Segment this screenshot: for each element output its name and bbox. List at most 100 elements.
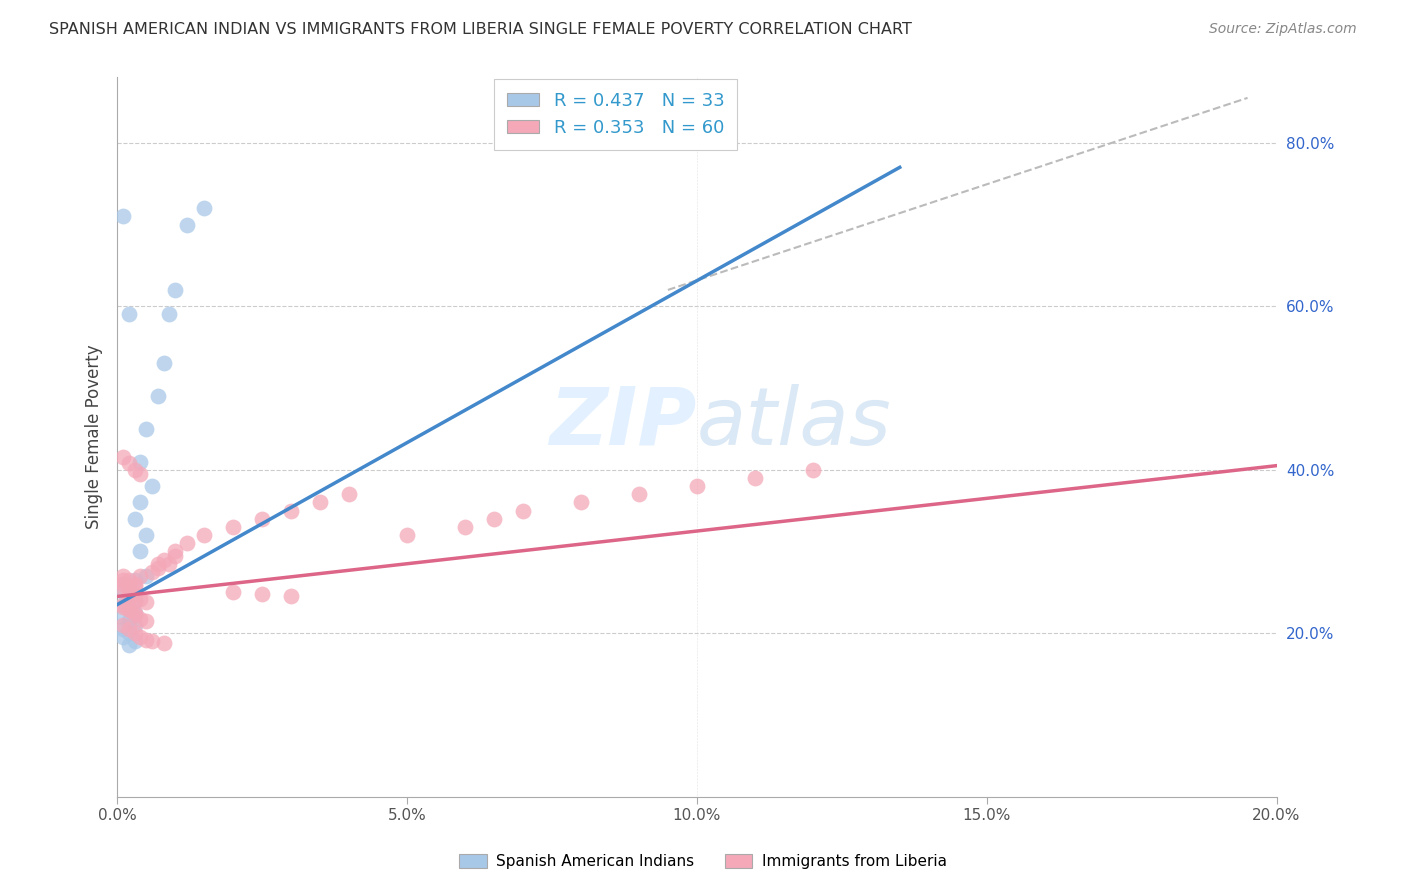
Point bbox=[157, 308, 180, 322]
Point bbox=[118, 456, 141, 470]
Point bbox=[337, 487, 360, 501]
Point bbox=[135, 422, 157, 436]
Point bbox=[124, 608, 146, 623]
Point bbox=[129, 454, 152, 468]
Point bbox=[129, 495, 152, 509]
Point bbox=[124, 593, 146, 607]
Point bbox=[193, 528, 215, 542]
Point bbox=[118, 590, 141, 604]
Point bbox=[135, 569, 157, 583]
Point bbox=[118, 581, 141, 595]
Point bbox=[135, 614, 157, 628]
Point bbox=[111, 585, 134, 599]
Legend: Spanish American Indians, Immigrants from Liberia: Spanish American Indians, Immigrants fro… bbox=[453, 848, 953, 875]
Point bbox=[512, 503, 534, 517]
Point bbox=[111, 598, 134, 612]
Point bbox=[146, 389, 169, 403]
Point bbox=[118, 601, 141, 615]
Point bbox=[118, 590, 141, 604]
Point bbox=[193, 201, 215, 215]
Point bbox=[124, 579, 146, 593]
Point bbox=[146, 561, 169, 575]
Point bbox=[124, 587, 146, 601]
Point bbox=[124, 463, 146, 477]
Point bbox=[124, 606, 146, 620]
Point bbox=[152, 552, 174, 566]
Point bbox=[111, 630, 134, 644]
Point bbox=[309, 495, 332, 509]
Point bbox=[129, 544, 152, 558]
Point bbox=[744, 471, 766, 485]
Point bbox=[141, 479, 163, 493]
Point bbox=[118, 614, 141, 628]
Point bbox=[111, 618, 134, 632]
Point bbox=[165, 549, 187, 563]
Point bbox=[152, 357, 174, 371]
Point bbox=[165, 544, 187, 558]
Point bbox=[129, 591, 152, 606]
Point bbox=[124, 573, 146, 587]
Point bbox=[569, 495, 592, 509]
Point bbox=[129, 630, 152, 644]
Point bbox=[118, 603, 141, 617]
Point bbox=[482, 512, 505, 526]
Point bbox=[118, 601, 141, 615]
Point bbox=[146, 557, 169, 571]
Point bbox=[118, 585, 141, 599]
Point bbox=[111, 610, 134, 624]
Point bbox=[280, 590, 302, 604]
Point bbox=[118, 639, 141, 653]
Point bbox=[801, 463, 824, 477]
Point bbox=[222, 585, 245, 599]
Point bbox=[111, 573, 134, 587]
Point bbox=[118, 626, 141, 640]
Point bbox=[111, 581, 134, 595]
Point bbox=[118, 573, 141, 587]
Point bbox=[111, 598, 134, 612]
Point bbox=[686, 479, 709, 493]
Point bbox=[118, 581, 141, 595]
Point bbox=[135, 632, 157, 647]
Point bbox=[111, 577, 134, 591]
Point bbox=[124, 626, 146, 640]
Point bbox=[135, 595, 157, 609]
Point bbox=[129, 611, 152, 625]
Point bbox=[280, 503, 302, 517]
Point bbox=[124, 606, 146, 620]
Point bbox=[454, 520, 477, 534]
Text: atlas: atlas bbox=[697, 384, 891, 462]
Point bbox=[111, 577, 134, 591]
Point bbox=[124, 634, 146, 648]
Text: SPANISH AMERICAN INDIAN VS IMMIGRANTS FROM LIBERIA SINGLE FEMALE POVERTY CORRELA: SPANISH AMERICAN INDIAN VS IMMIGRANTS FR… bbox=[49, 22, 912, 37]
Legend: R = 0.437   N = 33, R = 0.353   N = 60: R = 0.437 N = 33, R = 0.353 N = 60 bbox=[495, 79, 737, 150]
Point bbox=[165, 283, 187, 297]
Point bbox=[124, 593, 146, 607]
Point bbox=[129, 467, 152, 481]
Point bbox=[250, 587, 273, 601]
Point bbox=[176, 536, 198, 550]
Point bbox=[135, 528, 157, 542]
Point bbox=[118, 308, 141, 322]
Point bbox=[129, 569, 152, 583]
Point bbox=[111, 569, 134, 583]
Point bbox=[222, 520, 245, 534]
Point bbox=[111, 600, 134, 615]
Point bbox=[250, 512, 273, 526]
Point bbox=[627, 487, 650, 501]
Point bbox=[124, 618, 146, 632]
Text: Source: ZipAtlas.com: Source: ZipAtlas.com bbox=[1209, 22, 1357, 37]
Point bbox=[395, 528, 418, 542]
Point bbox=[176, 218, 198, 232]
Text: ZIP: ZIP bbox=[550, 384, 697, 462]
Point bbox=[118, 622, 141, 636]
Point bbox=[111, 210, 134, 224]
Point bbox=[141, 565, 163, 579]
Point bbox=[157, 557, 180, 571]
Point bbox=[124, 512, 146, 526]
Point bbox=[124, 577, 146, 591]
Point bbox=[152, 636, 174, 650]
Point bbox=[141, 634, 163, 648]
Y-axis label: Single Female Poverty: Single Female Poverty bbox=[86, 344, 103, 529]
Point bbox=[111, 450, 134, 465]
Point bbox=[111, 622, 134, 636]
